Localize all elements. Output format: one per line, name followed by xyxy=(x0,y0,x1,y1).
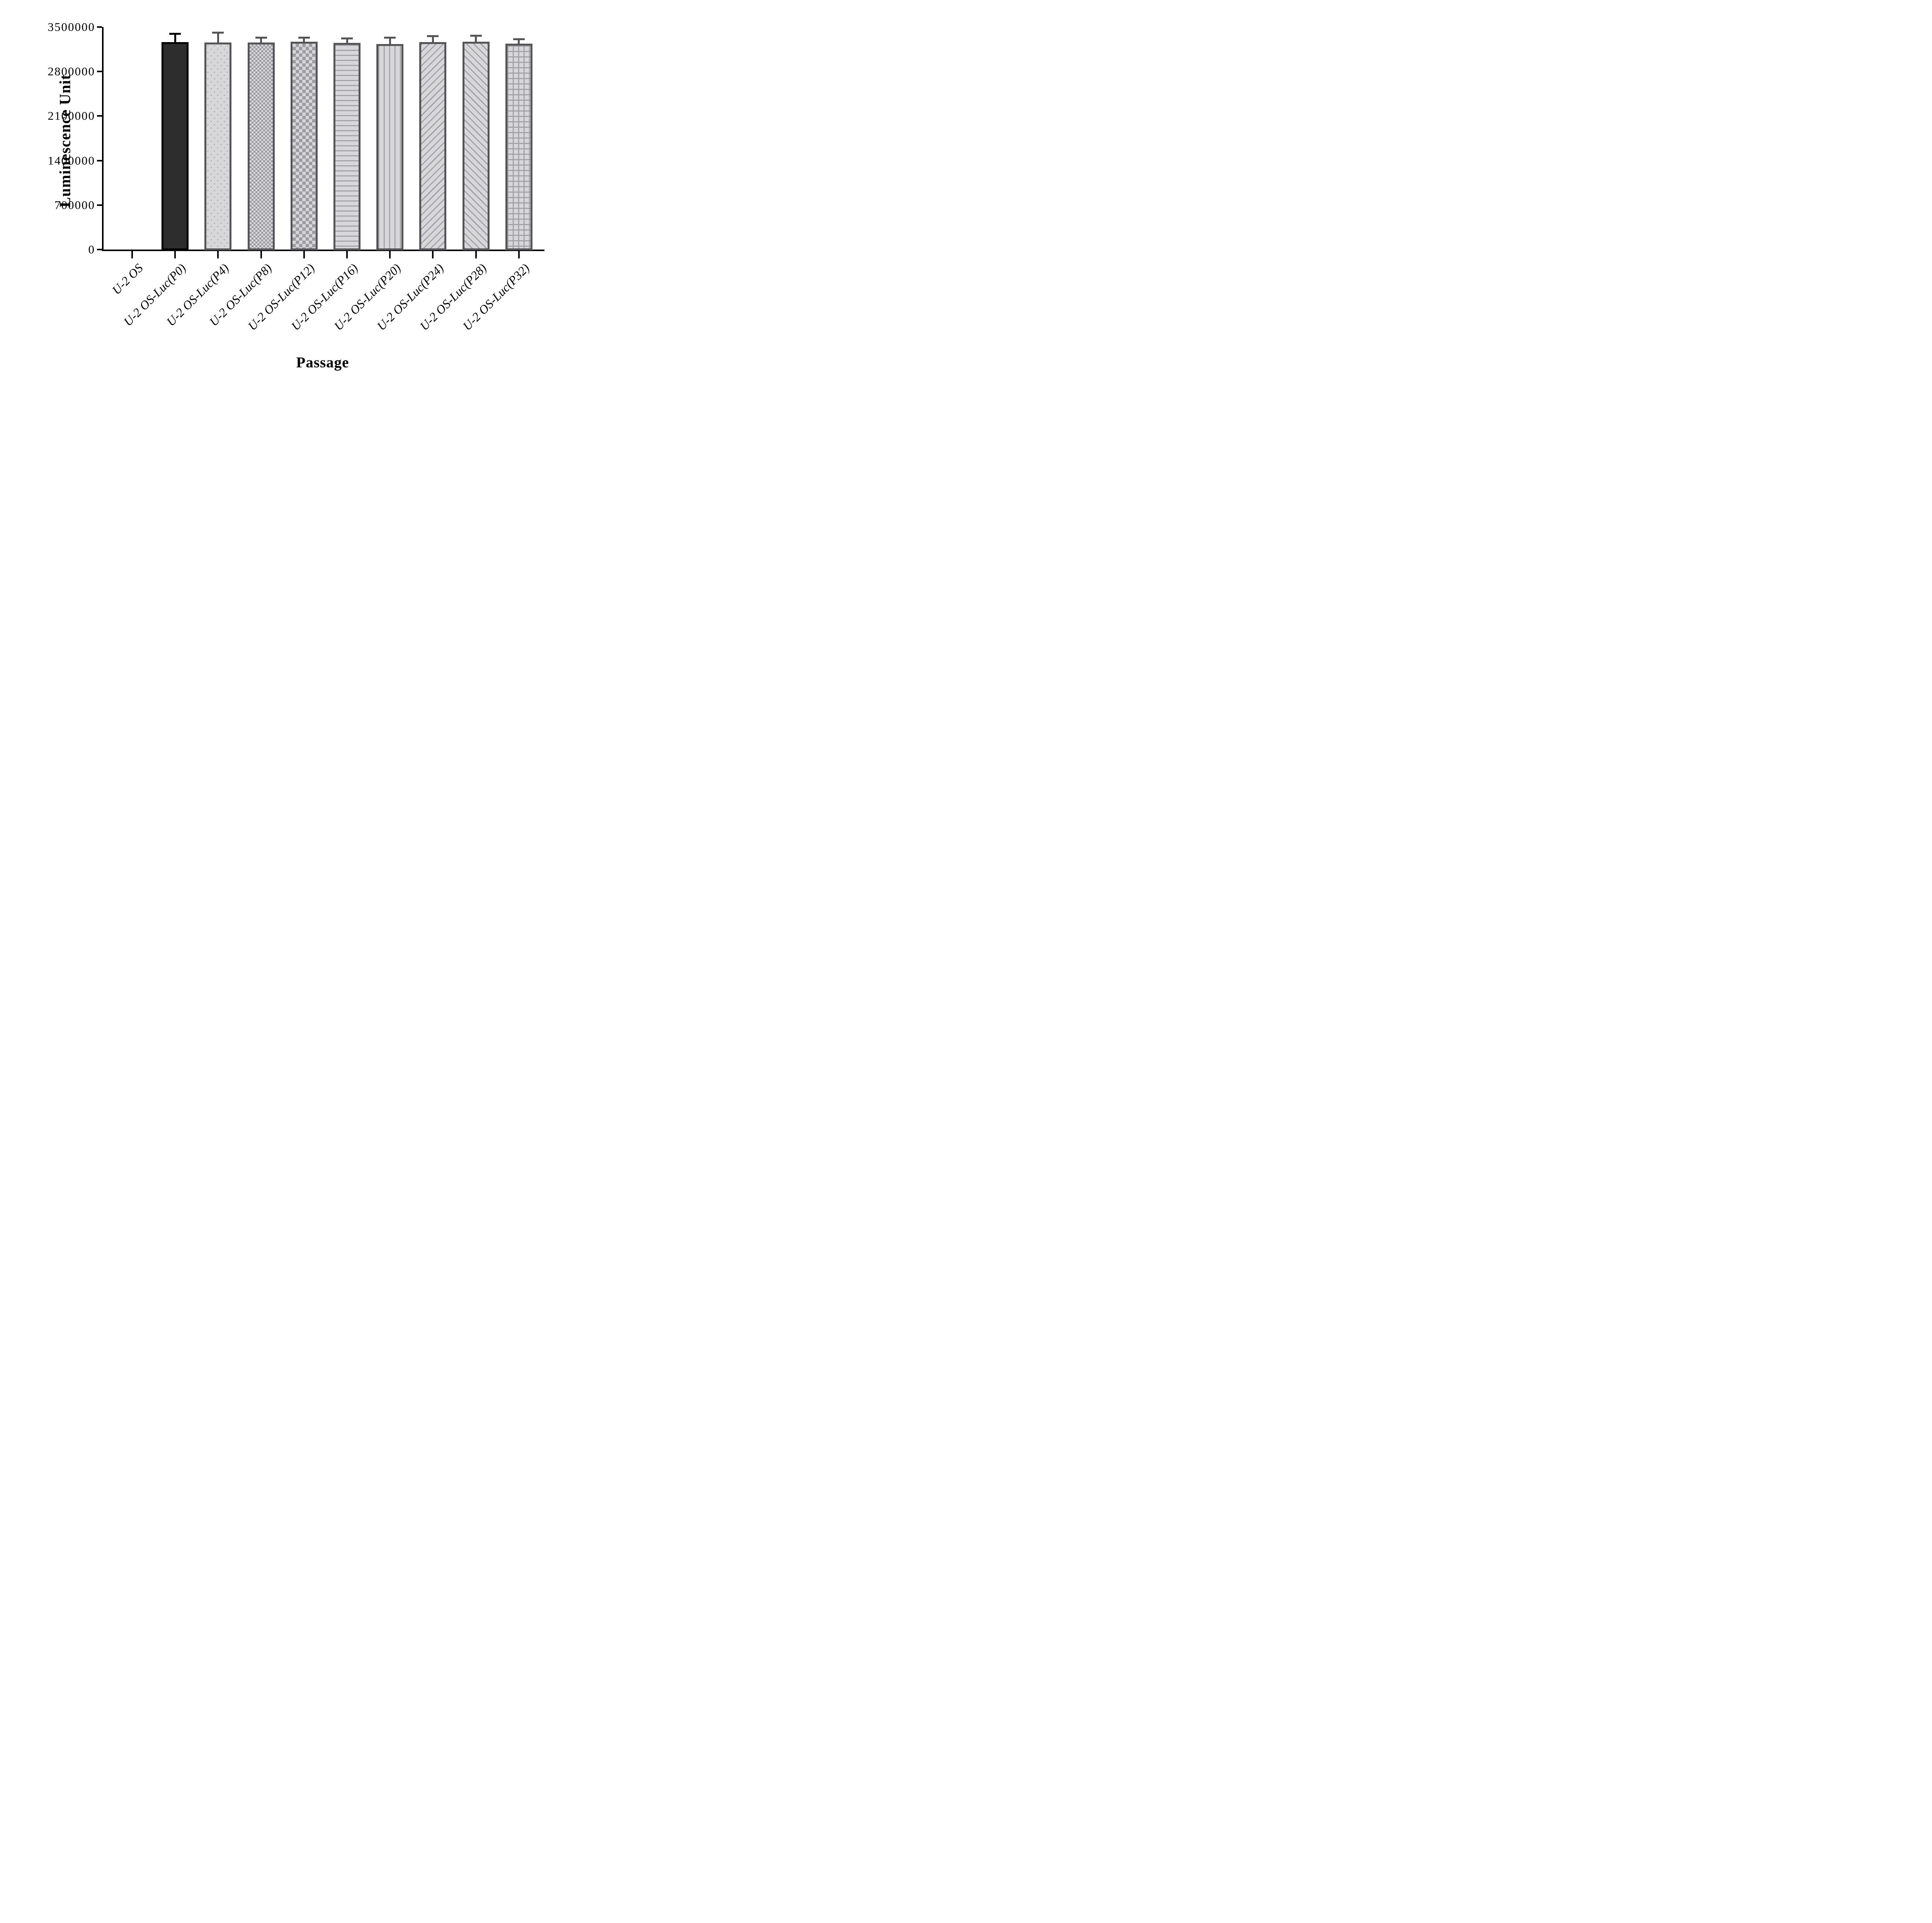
error-bar-line xyxy=(217,34,219,46)
x-tick-mark xyxy=(346,251,348,258)
x-axis-title: Passage xyxy=(296,354,349,371)
bar-U-2 OS-Luc(P0) xyxy=(162,42,189,250)
bar-chart-figure: Luminescence Unit 0 700000 1400000 2100000 2… xyxy=(0,0,567,385)
x-tick-mark xyxy=(217,251,219,258)
x-tick-mark xyxy=(518,251,520,258)
y-tick-label: 3500000 xyxy=(48,20,95,34)
bar-U-2 OS-Luc(P8) xyxy=(247,42,275,250)
error-bar-cap xyxy=(298,36,310,39)
x-axis-line xyxy=(102,250,544,251)
x-tick-mark xyxy=(475,251,477,258)
bar-U-2 OS-Luc(P4) xyxy=(204,42,232,250)
error-bar-line xyxy=(346,39,348,46)
error-bar-line xyxy=(174,34,176,46)
bar-U-2 OS-Luc(P28) xyxy=(462,41,490,250)
x-tick-mark xyxy=(303,251,305,258)
x-tick-mark xyxy=(260,251,262,258)
x-tick-mark xyxy=(389,251,391,258)
bar-U-2 OS-Luc(P16) xyxy=(333,43,361,250)
y-tick-mark xyxy=(97,160,102,161)
bar-U-2 OS-Luc(P20) xyxy=(376,44,404,250)
y-tick-label: 700000 xyxy=(54,198,95,212)
error-bar-cap xyxy=(513,38,525,40)
error-bar-cap xyxy=(169,32,181,35)
y-tick-label: 0 xyxy=(88,243,95,256)
error-bar-cap xyxy=(384,37,396,39)
bar-U-2 OS-Luc(P32) xyxy=(505,43,532,250)
bar-U-2 OS-Luc(P12) xyxy=(290,41,318,250)
error-bar-cap xyxy=(255,37,267,39)
y-tick-label: 2100000 xyxy=(48,109,95,123)
y-tick-mark xyxy=(97,26,102,28)
y-axis-title: Luminescence Unit xyxy=(56,74,74,207)
error-bar-cap xyxy=(470,35,482,37)
error-bar-line xyxy=(475,37,477,45)
y-tick-mark xyxy=(97,115,102,117)
y-tick-mark xyxy=(97,204,102,206)
y-tick-label: 1400000 xyxy=(48,153,95,167)
error-bar-line xyxy=(432,37,434,45)
error-bar-line xyxy=(518,40,520,47)
y-axis-line xyxy=(102,27,104,251)
error-bar-cap xyxy=(212,32,224,34)
error-bar-line xyxy=(389,39,391,48)
y-tick-label: 2800000 xyxy=(48,65,95,78)
error-bar-line xyxy=(260,39,262,46)
x-tick-mark xyxy=(131,251,133,258)
x-tick-mark xyxy=(174,251,176,258)
bar-U-2 OS-Luc(P24) xyxy=(419,42,447,250)
error-bar-cap xyxy=(341,37,353,39)
error-bar-cap xyxy=(427,35,439,37)
category-label: U-2 OS xyxy=(109,261,146,297)
y-tick-mark xyxy=(97,249,102,250)
x-tick-mark xyxy=(432,251,434,258)
y-tick-mark xyxy=(97,71,102,73)
